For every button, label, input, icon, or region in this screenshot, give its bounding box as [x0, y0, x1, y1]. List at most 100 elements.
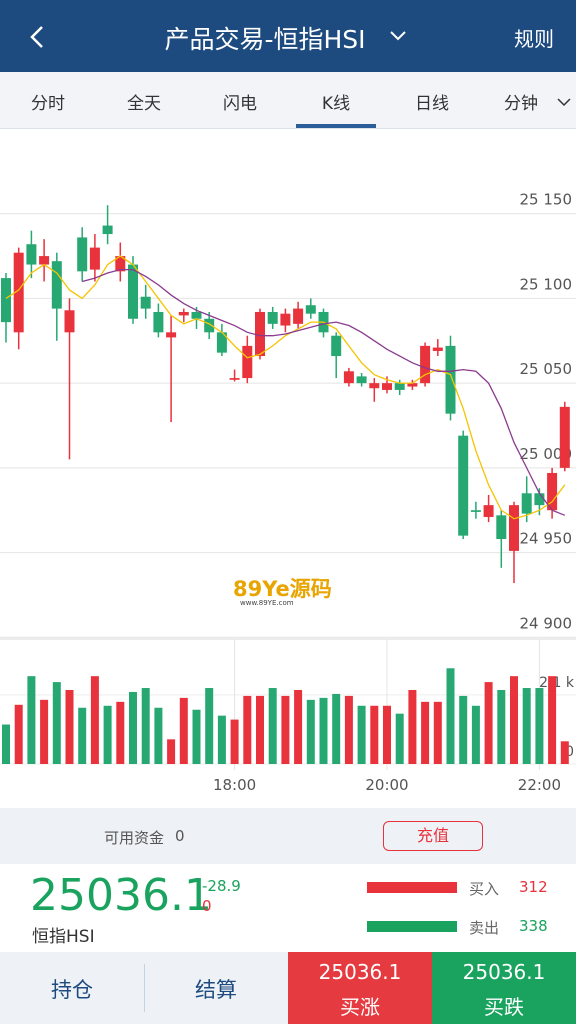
- candle-body: [39, 256, 50, 265]
- candle-body: [407, 383, 418, 387]
- tab[interactable]: 闪电: [223, 94, 257, 114]
- volume-bar: [484, 682, 493, 764]
- candle-body: [51, 261, 62, 309]
- candle-body: [242, 345, 253, 379]
- volume-bar: [230, 719, 239, 764]
- candle-body: [293, 308, 304, 324]
- volume-bar: [65, 689, 74, 764]
- candle-body: [26, 244, 37, 265]
- volume-bar: [78, 707, 87, 764]
- funds-label: 可用资金: [104, 829, 165, 847]
- candle-body: [343, 371, 354, 384]
- quote: 25036.1 -28.9 0 恒指HSI 买入 312 卖出 338: [0, 864, 576, 952]
- volume-bar: [535, 688, 544, 764]
- volume-bar: [306, 699, 315, 764]
- y-tick-label: 24 900: [520, 614, 573, 632]
- candle-body: [166, 332, 177, 338]
- header: 产品交易-恒指HSI 规则: [0, 0, 576, 72]
- volume-bar: [522, 688, 531, 764]
- candle-body: [369, 383, 380, 389]
- settle-button[interactable]: 结算: [195, 978, 237, 1002]
- candle-body: [255, 311, 265, 357]
- volume-bar: [217, 715, 226, 764]
- candle-body: [420, 345, 431, 384]
- change: -28.9: [202, 877, 241, 895]
- candle-body: [534, 493, 545, 506]
- volume-bar: [268, 688, 277, 764]
- tab[interactable]: K线: [321, 94, 351, 114]
- volume-tick-label: 0: [565, 744, 574, 760]
- volume-bar: [52, 682, 61, 764]
- price: 25036.1: [30, 870, 212, 921]
- candle-body: [89, 247, 100, 270]
- candle-body: [1, 278, 11, 323]
- volume-bar: [103, 705, 112, 764]
- candle-body: [521, 493, 532, 514]
- candle-body: [331, 335, 342, 357]
- volume-bar: [332, 693, 341, 764]
- volume-bar: [370, 705, 379, 764]
- candle-body: [115, 256, 126, 272]
- volume-bar: [167, 739, 176, 764]
- recharge-button[interactable]: 充值: [383, 821, 483, 851]
- candle-body: [483, 505, 494, 518]
- candle-body: [128, 264, 138, 319]
- y-tick-label: 25 100: [520, 275, 573, 293]
- volume-bar: [446, 668, 455, 764]
- rules-button[interactable]: 规则: [514, 27, 554, 51]
- y-tick-label: 24 950: [520, 530, 573, 548]
- volume-bar: [14, 704, 23, 764]
- candle-body: [140, 296, 151, 309]
- buy-down-button[interactable]: 25036.1 买跌: [432, 952, 576, 1024]
- change-pct: 0: [202, 897, 212, 915]
- candle-body: [382, 383, 392, 390]
- volume-bar: [548, 676, 557, 764]
- sell-count: 338: [519, 917, 548, 935]
- volume-bar: [281, 695, 290, 764]
- tab[interactable]: 分时: [31, 94, 65, 114]
- back-button[interactable]: [28, 24, 48, 50]
- account-row: 可用资金 0 充值: [0, 808, 576, 864]
- moving-average-line: [5, 255, 566, 520]
- volume-bar: [294, 689, 303, 764]
- title[interactable]: 产品交易-恒指HSI: [164, 25, 366, 54]
- candle-body: [216, 332, 227, 353]
- buy-down-price: 25036.1: [462, 960, 546, 984]
- candle-body: [204, 318, 215, 333]
- candle-body: [394, 383, 405, 390]
- candle-body: [13, 252, 24, 333]
- positions-button[interactable]: 持仓: [51, 978, 93, 1002]
- title-chevron: [390, 31, 406, 41]
- buy-label: 买入: [469, 880, 500, 898]
- tab-indicator: [296, 124, 376, 128]
- candle-body: [77, 237, 88, 272]
- divider: [144, 964, 145, 1012]
- volume-bar: [395, 713, 404, 764]
- buy-down-label: 买跌: [484, 995, 524, 1019]
- volume-bar: [141, 688, 150, 764]
- candle-body: [432, 347, 443, 351]
- volume-bar: [408, 689, 417, 764]
- x-tick-label: 22:00: [518, 776, 561, 794]
- x-tick-label: 18:00: [213, 776, 256, 794]
- candle-body: [153, 311, 164, 333]
- volume-bar: [2, 724, 10, 764]
- moving-average-line: [82, 268, 566, 516]
- volume-bar: [421, 701, 430, 764]
- volume-bar: [433, 701, 442, 764]
- volume-bar: [319, 697, 328, 764]
- candle-body: [191, 311, 202, 319]
- watermark-logo: 89Ye源码: [233, 577, 332, 601]
- buy-count: 312: [519, 878, 548, 896]
- candle-body: [547, 472, 558, 511]
- tab[interactable]: 分钟: [504, 94, 538, 114]
- volume-bar: [154, 707, 163, 764]
- buy-up-button[interactable]: 25036.1 买涨: [288, 952, 432, 1024]
- volume-bar: [497, 689, 506, 764]
- footer: 持仓 结算 25036.1 买涨 25036.1 买跌: [0, 952, 576, 1024]
- volume-bar: [510, 676, 518, 764]
- tab[interactable]: 全天: [127, 94, 161, 114]
- volume-bar: [471, 705, 480, 764]
- tab[interactable]: 日线: [415, 94, 449, 114]
